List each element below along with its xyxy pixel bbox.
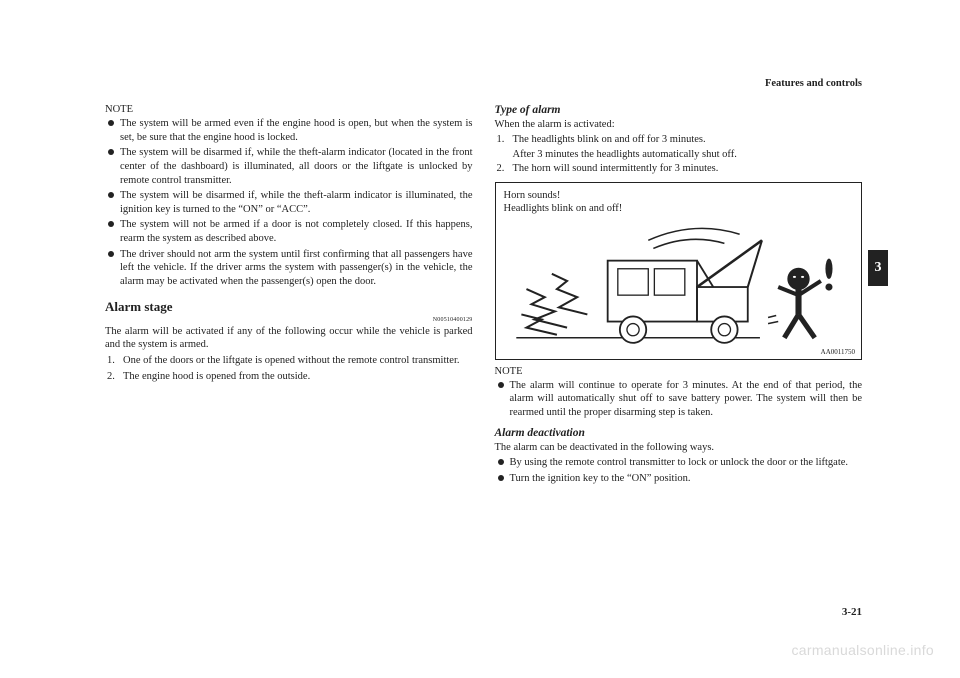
header-section-title: Features and controls (765, 78, 862, 89)
deactivation-bullet: Turn the ignition key to the “ON” positi… (495, 472, 863, 486)
alarm-stage-heading: Alarm stage (105, 299, 473, 315)
alarm-deactivation-heading: Alarm deactivation (495, 427, 863, 439)
section-code: N00510400129 (105, 317, 473, 323)
note-label: NOTE (105, 104, 473, 115)
list-item-text: The engine hood is opened from the outsi… (123, 371, 310, 382)
note-bullet: The driver should not arm the system unt… (105, 248, 473, 289)
type-of-alarm-intro: When the alarm is activated: (495, 118, 863, 132)
chapter-tab: 3 (868, 250, 888, 286)
note-bullet: The alarm will continue to operate for 3… (495, 379, 863, 420)
list-item: 2.The engine hood is opened from the out… (105, 370, 473, 384)
deactivation-bullet-list: By using the remote control transmitter … (495, 456, 863, 485)
note-bullet: The system will be armed even if the eng… (105, 117, 473, 144)
alarm-illustration (496, 218, 861, 360)
page-number: 3-21 (842, 606, 862, 618)
list-item: 1.The headlights blink on and off for 3 … (495, 133, 863, 147)
manual-page: Features and controls NOTE The system wi… (0, 0, 960, 678)
illustration-caption: Headlights blink on and off! (504, 202, 854, 216)
right-column: Type of alarm When the alarm is activate… (495, 104, 863, 487)
list-item: 1.One of the doors or the liftgate is op… (105, 354, 473, 368)
illustration-caption: Horn sounds! (504, 189, 854, 203)
alarm-stage-list: 1.One of the doors or the liftgate is op… (105, 354, 473, 383)
list-item-text: One of the doors or the liftgate is open… (123, 355, 460, 366)
note-bullet-list-2: The alarm will continue to operate for 3… (495, 379, 863, 420)
note-bullet-list: The system will be armed even if the eng… (105, 117, 473, 289)
type-of-alarm-list: 1.The headlights blink on and off for 3 … (495, 133, 863, 147)
illustration-box: Horn sounds! Headlights blink on and off… (495, 182, 863, 360)
list-item: 2.The horn will sound intermittently for… (495, 162, 863, 176)
note-bullet: The system will not be armed if a door i… (105, 218, 473, 245)
type-of-alarm-list-2: 2.The horn will sound intermittently for… (495, 162, 863, 176)
content-columns: NOTE The system will be armed even if th… (105, 104, 862, 487)
type-of-alarm-heading: Type of alarm (495, 104, 863, 116)
note-bullet: The system will be disarmed if, while th… (105, 189, 473, 216)
list-item-text: The headlights blink on and off for 3 mi… (513, 134, 706, 145)
illustration-id: AA0011750 (821, 348, 855, 356)
note-bullet: The system will be disarmed if, while th… (105, 146, 473, 187)
deactivation-bullet: By using the remote control transmitter … (495, 456, 863, 470)
alarm-stage-intro: The alarm will be activated if any of th… (105, 325, 473, 352)
note-label: NOTE (495, 366, 863, 377)
watermark: carmanualsonline.info (792, 642, 935, 658)
list-item-subtext: After 3 minutes the headlights automatic… (495, 148, 863, 162)
left-column: NOTE The system will be armed even if th… (105, 104, 473, 487)
alarm-deactivation-intro: The alarm can be deactivated in the foll… (495, 441, 863, 455)
list-item-text: The horn will sound intermittently for 3… (513, 163, 719, 174)
